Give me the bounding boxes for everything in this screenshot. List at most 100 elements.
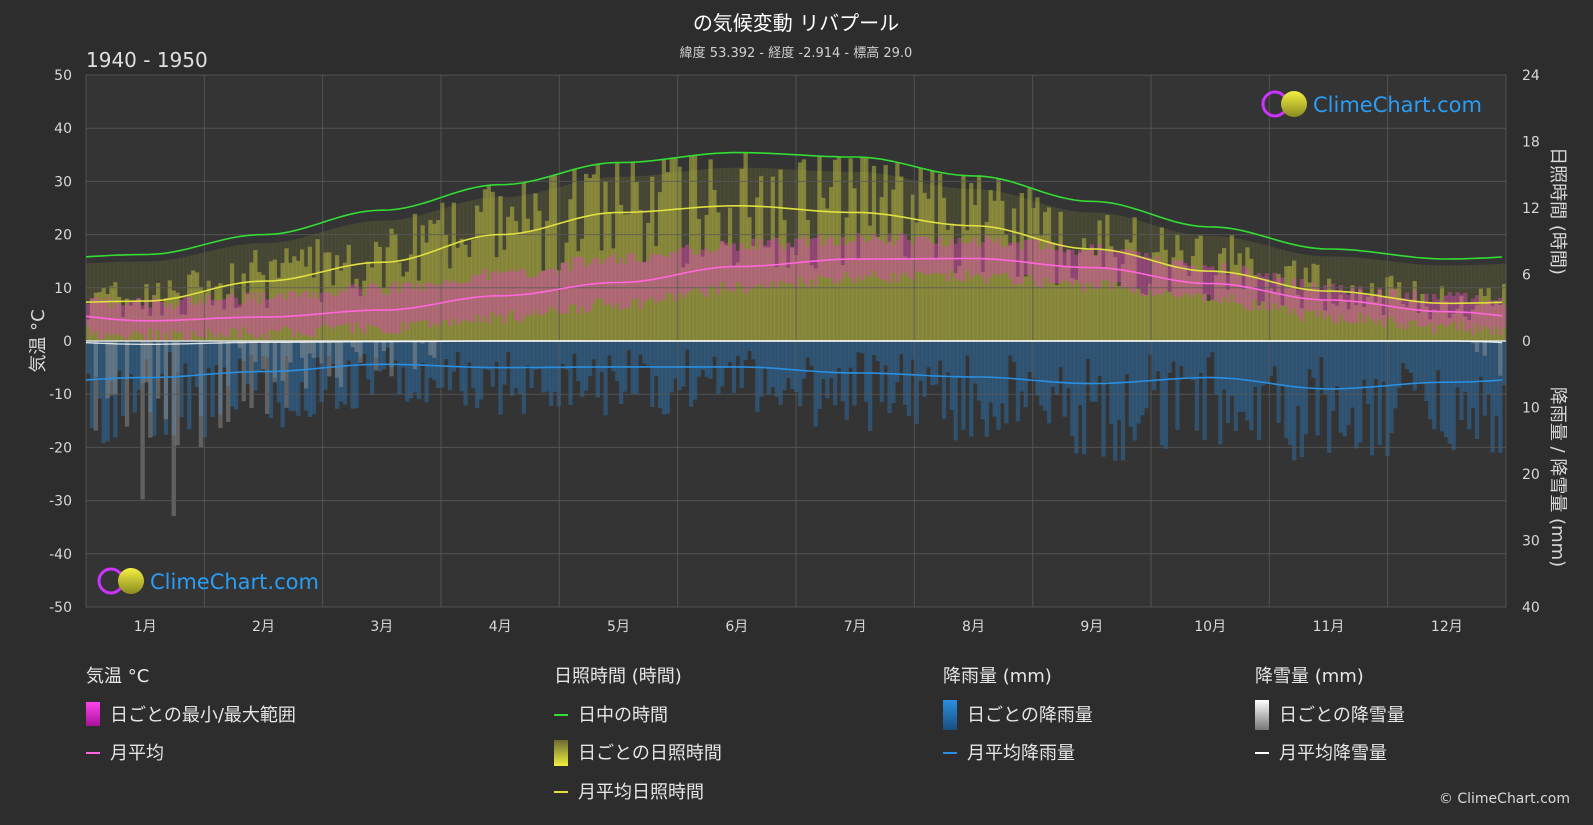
sunshine-bar bbox=[156, 282, 161, 341]
sunshine-bar bbox=[121, 316, 126, 341]
sunshine-bar bbox=[1008, 245, 1013, 341]
sunshine-bar bbox=[1035, 197, 1040, 341]
sunshine-bar bbox=[848, 158, 853, 341]
rain-bar bbox=[875, 341, 881, 362]
temp-range-bar bbox=[747, 249, 752, 290]
temp-range-bar bbox=[319, 292, 324, 327]
sunshine-bar bbox=[1478, 288, 1484, 341]
rain-bar bbox=[572, 341, 577, 354]
temp-range-bar bbox=[463, 282, 468, 320]
sunshine-bar bbox=[1194, 238, 1200, 341]
daylight-band bbox=[1381, 260, 1386, 341]
sunshine-bar bbox=[1233, 264, 1238, 341]
rain-bar bbox=[1498, 341, 1503, 453]
sunshine-bar bbox=[1214, 275, 1219, 341]
rain-bar bbox=[482, 341, 488, 369]
sunshine-bar bbox=[1257, 305, 1262, 341]
sunshine-bar bbox=[1054, 284, 1059, 341]
sunshine-bar bbox=[665, 172, 670, 341]
sunshine-bar bbox=[408, 254, 414, 341]
sunshine-bar bbox=[1470, 309, 1476, 341]
temp-range-bar bbox=[1474, 295, 1480, 325]
daylight-band bbox=[957, 188, 962, 341]
rain-bar bbox=[521, 341, 527, 414]
temp-range-bar bbox=[288, 291, 293, 330]
sunshine-bar bbox=[1151, 252, 1157, 341]
rain-bar bbox=[739, 341, 744, 388]
snow-bar bbox=[1498, 341, 1503, 376]
snow-bar bbox=[264, 341, 270, 414]
sunshine-bar bbox=[175, 292, 180, 341]
rain-bar bbox=[1397, 341, 1402, 388]
rain-bar bbox=[167, 341, 172, 353]
rain-bar bbox=[494, 341, 499, 362]
rain-bar bbox=[1004, 341, 1009, 424]
sunshine-bar bbox=[159, 315, 165, 341]
sunshine-bar bbox=[451, 202, 456, 341]
rain-bar bbox=[424, 341, 429, 403]
sunshine-bar bbox=[342, 262, 348, 341]
snow-bar bbox=[93, 341, 99, 431]
temp-range-bar bbox=[871, 233, 877, 272]
daylight-band bbox=[1136, 220, 1141, 341]
sunshine-bar bbox=[1342, 300, 1347, 341]
sunshine-bar bbox=[338, 270, 344, 341]
temp-range-bar bbox=[1358, 286, 1363, 314]
sunshine-bar bbox=[1116, 285, 1122, 341]
rain-bar bbox=[840, 341, 846, 402]
daylight-band bbox=[1319, 256, 1324, 341]
daylight-band bbox=[264, 243, 270, 341]
sunshine-bar bbox=[179, 314, 184, 341]
sunshine-bar bbox=[934, 259, 939, 341]
sunshine-bar bbox=[506, 216, 511, 341]
rain-bar bbox=[568, 341, 573, 405]
snow-bar bbox=[303, 341, 309, 389]
temp-range-bar bbox=[883, 244, 888, 280]
sunshine-bar bbox=[311, 277, 316, 341]
rain-bar bbox=[591, 341, 597, 360]
rain-bar bbox=[1140, 341, 1145, 416]
rain-bar bbox=[836, 341, 842, 369]
daylight-band bbox=[381, 220, 386, 341]
sunshine-bar bbox=[669, 158, 674, 341]
rain-bar bbox=[1210, 341, 1215, 353]
sunshine-bar bbox=[1494, 300, 1499, 341]
temp-range-bar bbox=[1381, 296, 1386, 327]
rain-bar bbox=[288, 341, 293, 411]
rain-bar bbox=[124, 341, 130, 380]
sunshine-bar bbox=[864, 157, 869, 341]
temp-range-bar bbox=[1478, 304, 1484, 332]
rain-bar bbox=[1412, 341, 1417, 391]
sunshine-bar bbox=[1264, 279, 1270, 341]
daylight-band bbox=[953, 188, 958, 341]
sunshine-bar bbox=[327, 252, 332, 341]
rain-bar bbox=[790, 341, 795, 390]
temp-range-bar bbox=[416, 283, 421, 321]
rain-bar bbox=[1350, 341, 1355, 408]
rain-bar bbox=[685, 341, 690, 350]
rain-bar bbox=[599, 341, 604, 373]
sunshine-bar bbox=[1443, 301, 1449, 341]
temp-range-bar bbox=[1101, 249, 1106, 281]
sunshine-bar bbox=[797, 162, 803, 341]
sunshine-bar bbox=[272, 259, 278, 341]
sunshine-bar bbox=[1237, 253, 1242, 341]
rain-bar bbox=[1225, 341, 1231, 424]
sunshine-bar bbox=[595, 164, 600, 341]
left-tick-label: 30 bbox=[54, 174, 72, 190]
sunshine-bar bbox=[222, 309, 227, 341]
rain-bar bbox=[689, 341, 694, 407]
temp-range-bar bbox=[159, 301, 165, 343]
sunshine-bar bbox=[447, 268, 453, 341]
rain-bar bbox=[1377, 341, 1382, 446]
sunshine-bar bbox=[918, 167, 923, 341]
rain-bar bbox=[1280, 341, 1285, 387]
rain-bar bbox=[412, 341, 418, 393]
rain-bar bbox=[1105, 341, 1110, 382]
temp-range-bar bbox=[790, 246, 795, 284]
temp-range-bar bbox=[152, 298, 157, 341]
rain-bar bbox=[420, 341, 425, 363]
month-tick-label: 10月 bbox=[1194, 619, 1226, 635]
temp-range-bar bbox=[424, 282, 429, 321]
temp-range-bar bbox=[969, 241, 974, 279]
